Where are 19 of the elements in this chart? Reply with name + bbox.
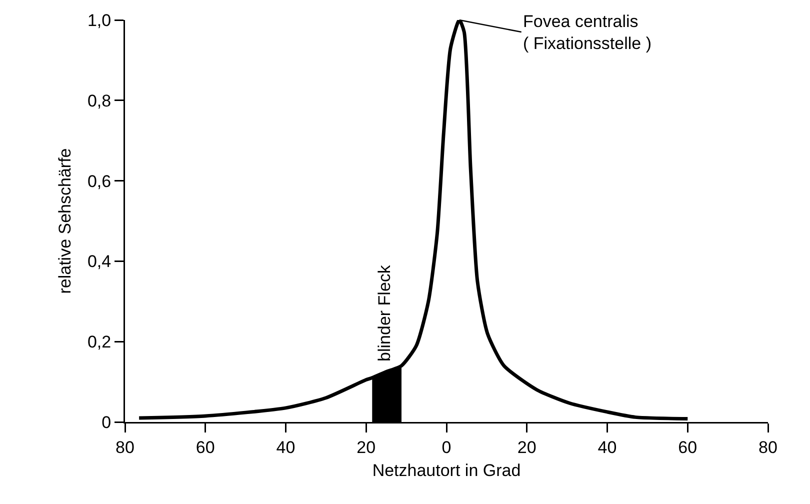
y-tick-label: 0,8: [87, 91, 112, 110]
y-tick-label: 1,0: [87, 10, 112, 30]
x-tick-label: 80: [758, 438, 778, 457]
y-tick-label: 0,2: [87, 332, 112, 352]
x-tick-label: 80: [116, 438, 134, 457]
x-tick-label: 20: [517, 438, 536, 457]
annotation: blinder Fleck: [374, 264, 394, 362]
y-tick-label: 0: [102, 412, 112, 432]
x-axis-title: Netzhautort in Grad: [372, 461, 521, 480]
x-tick-label: 20: [356, 438, 376, 457]
annotation: Fovea centralis ( Fixationsstelle ): [523, 12, 652, 54]
y-tick-label: 0,4: [87, 252, 112, 272]
y-tick-label: 0,6: [87, 172, 112, 191]
x-tick-label: 60: [678, 438, 698, 457]
x-tick-label: 60: [196, 438, 215, 457]
y-axis-title: relative Sehschärfe: [55, 148, 74, 294]
x-tick-label: 40: [598, 438, 617, 457]
x-tick-label: 0: [442, 438, 452, 457]
x-tick-label: 40: [276, 438, 296, 457]
